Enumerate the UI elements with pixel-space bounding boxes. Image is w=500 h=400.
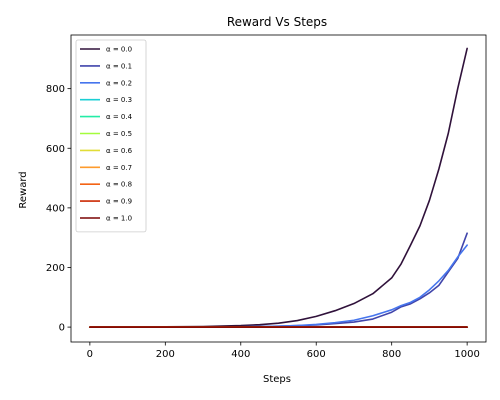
y-tick-label-3: 600	[46, 144, 65, 155]
legend-label-2: α = 0.2	[106, 79, 132, 87]
series-line-0	[89, 47, 468, 328]
x-axis-label: Steps	[263, 374, 291, 385]
y-tick-label-2: 400	[46, 203, 65, 214]
series-line-2	[89, 244, 468, 328]
legend-label-0: α = 0.0	[106, 46, 132, 54]
y-tick-label-4: 800	[46, 84, 65, 95]
x-tick-label-0: 0	[87, 349, 93, 360]
series-line-1	[89, 232, 468, 328]
x-tick-label-3: 600	[307, 349, 326, 360]
plot-area: 0 200 400 600 800 1000 0 200 400 600 800 α = 0.0 α =…	[46, 34, 487, 360]
x-tick-label-1: 200	[156, 349, 175, 360]
legend-label-3: α = 0.3	[106, 96, 132, 104]
legend-label-8: α = 0.8	[106, 181, 132, 189]
legend-label-1: α = 0.1	[106, 62, 132, 70]
x-tick-label-4: 800	[382, 349, 401, 360]
legend-label-5: α = 0.5	[106, 130, 132, 138]
y-tick-label-0: 0	[59, 323, 65, 334]
legend-label-10: α = 1.0	[106, 215, 132, 223]
y-tick-label-1: 200	[46, 263, 65, 274]
chart-title: Reward Vs Steps	[227, 15, 327, 29]
x-tick-label-2: 400	[231, 349, 250, 360]
legend-label-7: α = 0.7	[106, 164, 132, 172]
y-axis-label: Reward	[18, 171, 29, 208]
legend-label-4: α = 0.4	[106, 113, 133, 121]
legend-label-9: α = 0.9	[106, 198, 132, 206]
legend-label-6: α = 0.6	[106, 147, 133, 155]
plot-frame	[70, 34, 487, 343]
x-tick-label-5: 1000	[454, 349, 479, 360]
